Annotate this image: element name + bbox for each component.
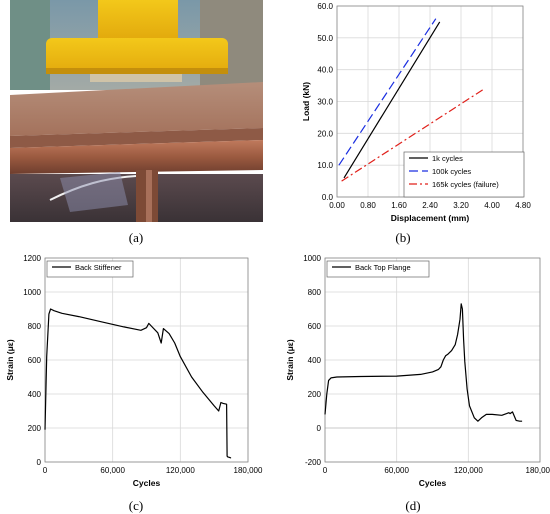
y-tick-label: 30.0 xyxy=(317,98,333,107)
x-tick-label: 180,000 xyxy=(234,466,263,475)
x-tick-label: 4.80 xyxy=(515,201,531,210)
series-line-2 xyxy=(338,18,437,166)
y-axis-label: Strain (με) xyxy=(285,339,295,381)
x-tick-label: 60,000 xyxy=(384,466,409,475)
series-line-1 xyxy=(44,308,232,459)
top-plate xyxy=(10,82,263,136)
legend: Back Top Flange xyxy=(326,260,430,278)
background-left xyxy=(10,0,50,90)
caption-d: (d) xyxy=(405,498,421,513)
x-tick-label: 0 xyxy=(323,466,328,475)
bearing-plate xyxy=(90,74,182,82)
x-tick-label: 0 xyxy=(43,466,48,475)
y-tick-label: 0 xyxy=(317,424,322,433)
actuator-column xyxy=(98,0,178,40)
y-axis-label: Strain (με) xyxy=(5,339,15,381)
plate-edge xyxy=(10,128,263,148)
x-tick-label: 120,000 xyxy=(454,466,483,475)
x-axis-label: Displacement (mm) xyxy=(391,213,470,223)
light-reflection xyxy=(60,172,128,212)
y-tick-label: 600 xyxy=(308,322,322,331)
series-line-3 xyxy=(341,88,485,182)
x-tick-label: 0.80 xyxy=(360,201,376,210)
plot-frame xyxy=(324,257,541,463)
x-tick-label: 1.60 xyxy=(391,201,407,210)
chart-b: 0.0 10.0 20.0 30.0 40.0 50.0 60.0 0.00 0.80 1.60 2… xyxy=(301,2,531,223)
legend: 1k cycles 100k cycles 165k cycles (failure… xyxy=(403,151,525,198)
legend-box xyxy=(326,260,430,278)
legend: Back Stiffener xyxy=(46,260,134,278)
y-tick-label: 0 xyxy=(37,458,42,467)
x-tick-label: 3.20 xyxy=(453,201,469,210)
load-head xyxy=(46,38,228,74)
photo-illustration xyxy=(10,0,263,222)
x-tick-label: 2.40 xyxy=(422,201,438,210)
y-tick-label: 600 xyxy=(28,356,42,365)
y-tick-label: 800 xyxy=(28,322,42,331)
legend-label: Back Stiffener xyxy=(75,263,122,272)
y-tick-label: 800 xyxy=(308,288,322,297)
y-tick-label: -200 xyxy=(305,458,322,467)
y-tick-label: 50.0 xyxy=(317,34,333,43)
x-tick-label: 4.00 xyxy=(484,201,500,210)
y-tick-label: 40.0 xyxy=(317,66,333,75)
y-tick-label: 400 xyxy=(308,356,322,365)
y-tick-label: 200 xyxy=(308,390,322,399)
y-tick-label: 60.0 xyxy=(317,2,333,11)
legend-label: Back Top Flange xyxy=(355,263,411,272)
stiffener-highlight xyxy=(146,170,152,222)
y-tick-label: 400 xyxy=(28,390,42,399)
top-flange xyxy=(10,140,263,174)
legend-box xyxy=(403,151,525,198)
legend-label: 165k cycles (failure) xyxy=(432,180,499,189)
y-tick-label: 1000 xyxy=(23,288,41,297)
x-axis-label: Cycles xyxy=(133,478,161,488)
legend-label: 1k cycles xyxy=(432,154,463,163)
caption-a: (a) xyxy=(128,230,144,245)
y-tick-label: 200 xyxy=(28,424,42,433)
y-axis-label: Load (kN) xyxy=(301,82,311,121)
y-tick-label: 1200 xyxy=(23,254,41,263)
y-tick-label: 10.0 xyxy=(317,161,333,170)
legend-box xyxy=(46,260,134,278)
caption-c: (c) xyxy=(128,498,144,513)
caption-b: (b) xyxy=(395,230,411,245)
y-tick-label: 1000 xyxy=(303,254,321,263)
series-line-1 xyxy=(324,303,523,422)
x-tick-label: 180,000 xyxy=(526,466,550,475)
test-setup-photo xyxy=(10,0,263,222)
legend-label: 100k cycles xyxy=(432,167,471,176)
y-tick-label: 20.0 xyxy=(317,129,333,138)
chart-c: 0 200 400 600 800 1000 1200 0 60,000 120,000 180,0… xyxy=(5,254,263,488)
load-head-shadow xyxy=(46,68,228,74)
plot-frame xyxy=(44,257,249,463)
y-tick-label: 0.0 xyxy=(322,193,334,202)
x-tick-label: 120,000 xyxy=(166,466,195,475)
x-tick-label: 0.00 xyxy=(329,201,345,210)
series-line-1 xyxy=(343,21,441,179)
x-axis-label: Cycles xyxy=(419,478,447,488)
x-tick-label: 60,000 xyxy=(100,466,125,475)
